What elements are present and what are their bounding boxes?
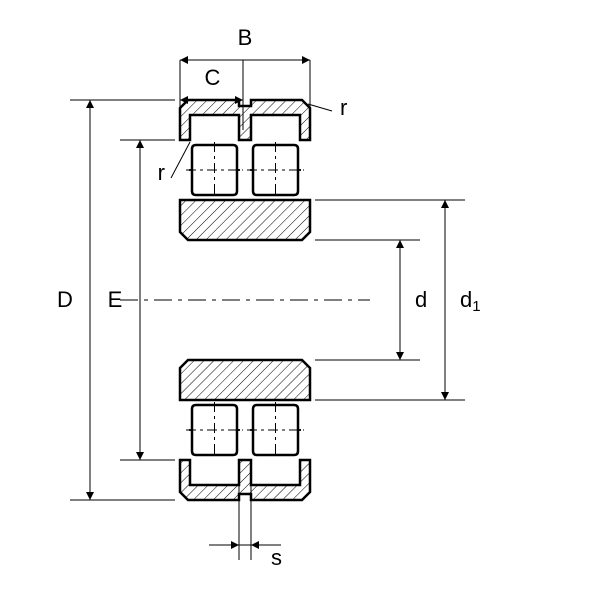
dim-D: D (57, 287, 73, 312)
dim-r-outer: r (340, 95, 347, 120)
bearing-diagram: BC D Ed d1 s r r (0, 0, 600, 600)
dim-r-inner: r (158, 160, 165, 185)
dim-d1: d1 (460, 287, 481, 315)
dim-d: d (415, 287, 427, 312)
dim-E: E (108, 287, 123, 312)
dim-B: B (238, 25, 253, 50)
dim-s: s (271, 545, 282, 570)
dim-C: C (205, 65, 221, 90)
